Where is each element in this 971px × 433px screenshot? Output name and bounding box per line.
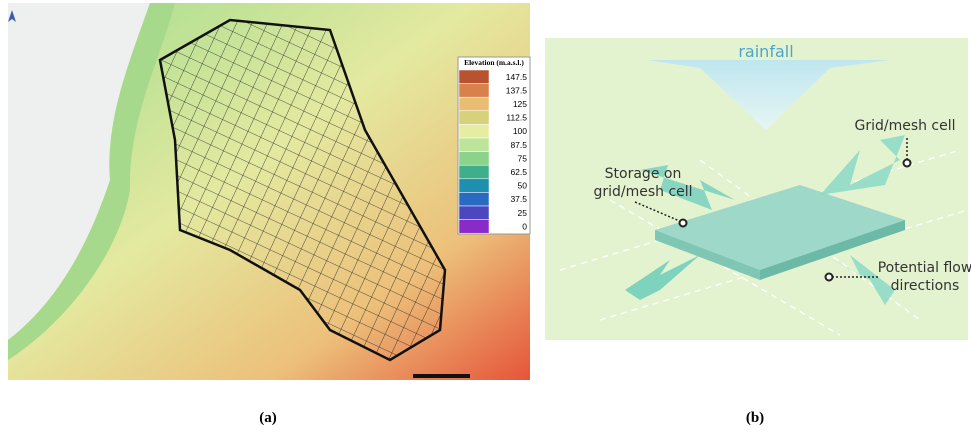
legend-swatch: [459, 152, 489, 166]
legend-swatch: [459, 220, 489, 234]
legend-title: Elevation (m.a.s.l.): [464, 58, 524, 67]
legend-label: 50: [518, 181, 528, 191]
storage-label: Storage on: [605, 166, 682, 182]
legend-label: 137.5: [506, 85, 528, 95]
figure: Elevation (m.a.s.l.) 147.5 137.5 125 112.5 1…: [0, 0, 971, 433]
legend-label: 100: [513, 126, 527, 136]
legend-swatch: [459, 111, 489, 125]
rainfall-label: rainfall: [738, 42, 793, 61]
caption: (b): [746, 410, 764, 426]
legend-label: 25: [518, 208, 528, 218]
storage-label: grid/mesh cell: [593, 184, 692, 200]
legend-swatch: [459, 206, 489, 220]
legend-label: 87.5: [510, 140, 527, 150]
grid-cell-label: Grid/mesh cell: [854, 118, 955, 134]
caption: (a): [259, 410, 277, 426]
legend-swatch: [459, 179, 489, 193]
legend-swatch: [459, 97, 489, 111]
legend-label: 112.5: [506, 113, 527, 123]
map-panel: Elevation (m.a.s.l.) 147.5 137.5 125 112.5 1…: [8, 3, 530, 426]
diagram-panel: rainfall Storage on grid/mesh cell Grid/…: [545, 38, 971, 426]
legend-swatch: [459, 138, 489, 152]
flow-label: Potential flow: [878, 260, 971, 276]
legend-label: 37.5: [510, 194, 527, 204]
legend-swatch: [459, 70, 489, 84]
flow-label: directions: [891, 278, 960, 294]
legend: Elevation (m.a.s.l.) 147.5 137.5 125 112.5 1…: [458, 57, 530, 234]
legend-label: 125: [513, 99, 527, 109]
legend-swatch: [459, 192, 489, 206]
legend-label: 62.5: [510, 167, 527, 177]
scale-bar: [413, 374, 470, 378]
legend-label: 75: [518, 153, 528, 163]
page: Elevation (m.a.s.l.) 147.5 137.5 125 112.5 1…: [0, 0, 971, 433]
legend-swatch: [459, 124, 489, 138]
legend-label: 147.5: [506, 72, 528, 82]
legend-label: 0: [522, 221, 527, 231]
legend-swatch: [459, 165, 489, 179]
legend-swatch: [459, 84, 489, 98]
